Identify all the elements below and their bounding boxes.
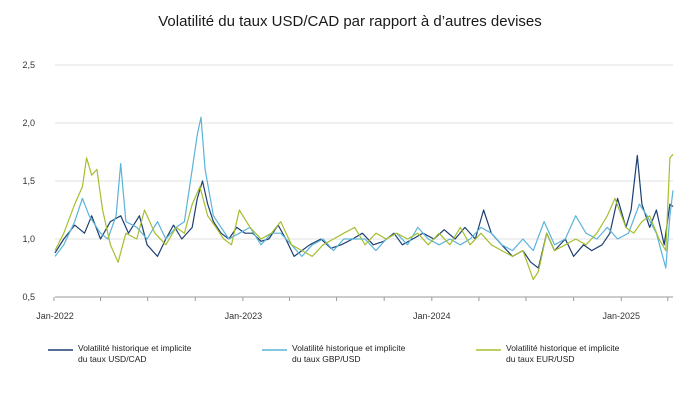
legend-item-2: Volatilité historique et implicite du tau… [262,343,406,364]
series-lines [54,116,674,281]
axes: 0,5 1,0 1,5 2,0 2,5 Jan-2022 Jan-2023 Jan-2024 J… [22,60,669,321]
y-tick-label: 1,5 [22,176,35,186]
legend: Volatilité historique et implicite du tau… [48,343,620,364]
legend-item-3: Volatilité historique et implicite du tau… [476,343,620,364]
x-tick-label: Jan-2023 [225,311,263,321]
legend-label: Volatilité historique et implicite du tau… [506,343,620,364]
y-tick-label: 2,5 [22,60,35,70]
y-tick-label: 2,0 [22,118,35,128]
y-tick-label: 1,0 [22,234,35,244]
legend-label: Volatilité historique et implicite du tau… [292,343,406,364]
legend-label: Volatilité historique et implicite du tau… [78,343,192,364]
series-line-1 [54,154,674,269]
x-tick-label: Jan-2022 [36,311,74,321]
series-line-3 [54,153,674,281]
series-line-2 [54,116,674,269]
gridlines [55,64,673,298]
y-tick-label: 0,5 [22,292,35,302]
x-tick-label: Jan-2024 [413,311,451,321]
x-tick-label: Jan-2025 [602,311,640,321]
chart-title: Volatilité du taux USD/CAD par rapport à… [158,13,542,30]
legend-item-1: Volatilité historique et implicite du tau… [48,343,192,364]
